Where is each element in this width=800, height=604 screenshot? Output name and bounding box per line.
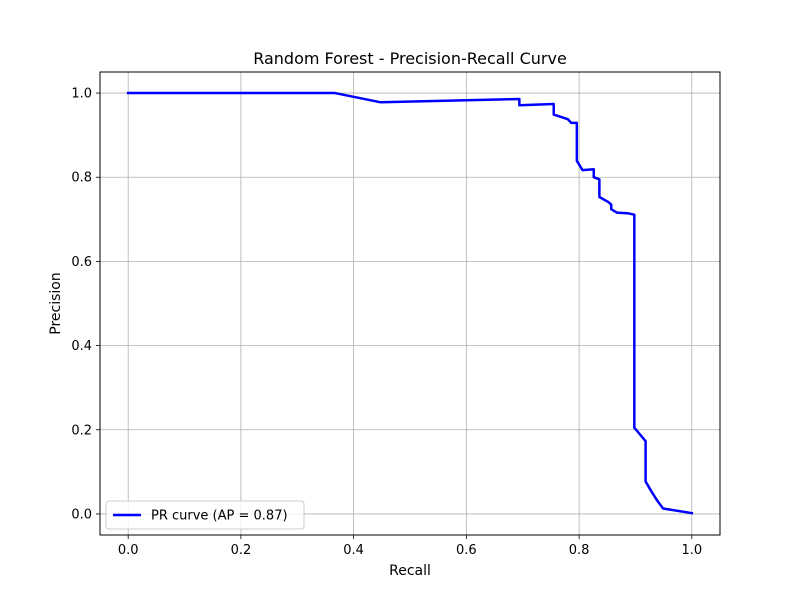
x-tick-label: 0.8: [569, 543, 590, 558]
legend-label: PR curve (AP = 0.87): [151, 509, 288, 524]
plot-frame: [99, 71, 721, 536]
x-tick-label: 0.2: [231, 543, 252, 558]
ticks-layer: 0.0 0.2 0.4 0.6 0.8 1.0 0.0 0.2 0.4 0.6 0.8 1.0: [71, 87, 702, 558]
legend-box: [105, 500, 305, 530]
y-tick-label: 0.4: [71, 339, 92, 354]
y-tick-label: 0.0: [71, 507, 92, 522]
y-tick-label: 0.2: [71, 423, 92, 438]
x-axis-label: Recall: [389, 563, 431, 579]
y-tick-label: 0.6: [71, 255, 92, 270]
y-tick-label: 1.0: [71, 87, 92, 102]
legend: PR curve (AP = 0.87): [105, 500, 305, 530]
series-layer: [126, 91, 694, 515]
chart-title: Random Forest - Precision-Recall Curve: [253, 49, 567, 68]
x-tick-label: 0.0: [118, 543, 139, 558]
x-tick-label: 0.6: [456, 543, 477, 558]
grid-layer: [100, 72, 720, 535]
x-tick-label: 0.4: [343, 543, 364, 558]
y-tick-label: 0.8: [71, 171, 92, 186]
x-tick-label: 1.0: [681, 543, 702, 558]
y-axis-label: Precision: [48, 272, 64, 334]
pr-curve-line: [126, 91, 694, 515]
